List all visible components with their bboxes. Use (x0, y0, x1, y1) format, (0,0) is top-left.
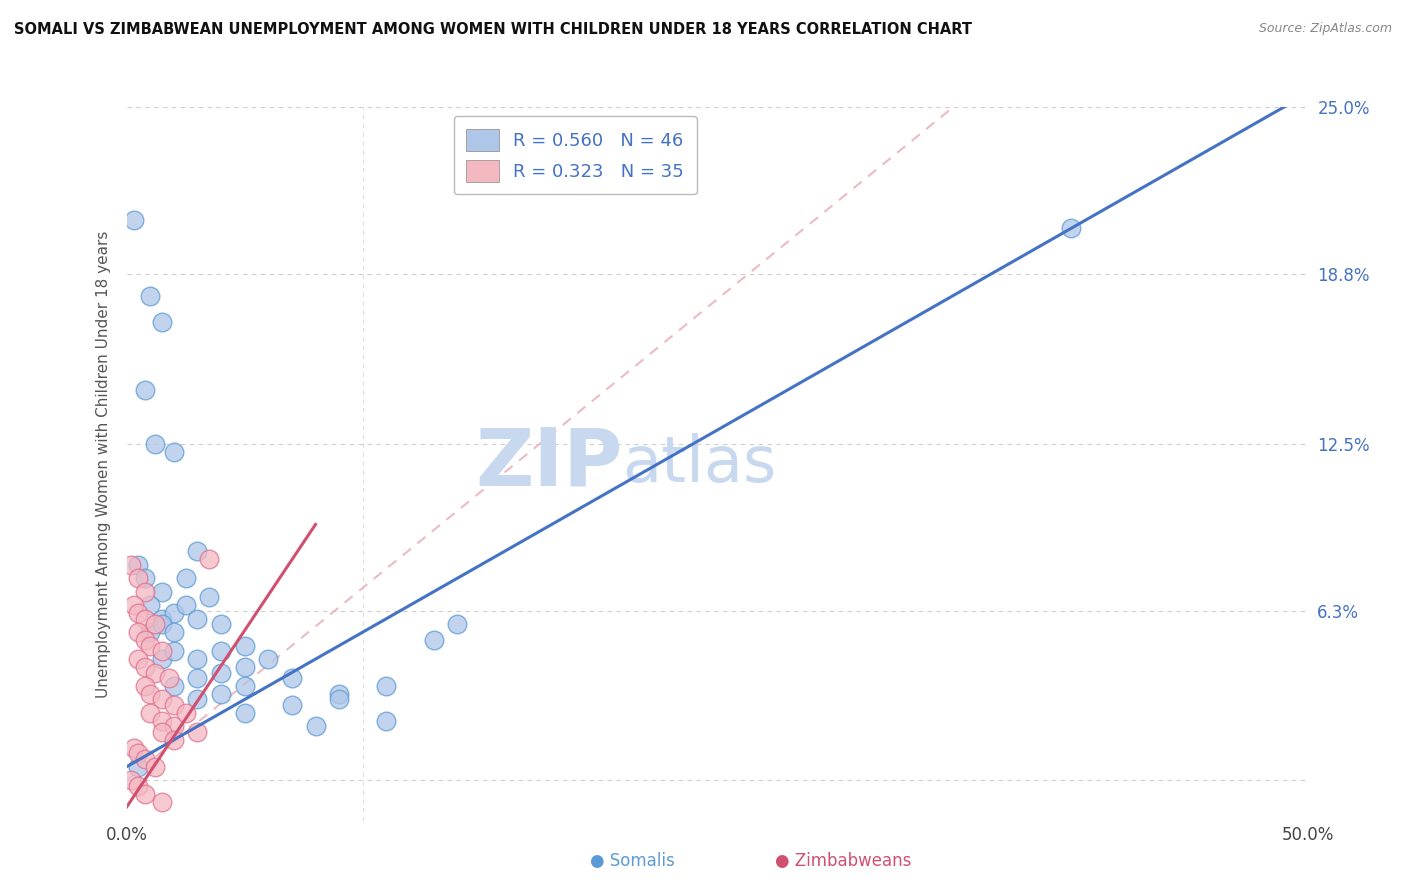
Point (143, 617, 166, 632)
Point (134, 571, 156, 585)
Point (150, 617, 173, 632)
Point (150, 644, 173, 658)
Point (157, 671, 180, 685)
Text: SOMALI VS ZIMBABWEAN UNEMPLOYMENT AMONG WOMEN WITH CHILDREN UNDER 18 YEARS CORRE: SOMALI VS ZIMBABWEAN UNEMPLOYMENT AMONG … (14, 22, 972, 37)
Text: ZIP: ZIP (475, 425, 623, 503)
Text: ● Zimbabweans: ● Zimbabweans (776, 852, 911, 870)
Point (150, 612, 173, 626)
Point (186, 652, 208, 666)
Point (186, 724, 208, 739)
Point (163, 719, 186, 733)
Point (150, 714, 173, 728)
Text: ● Somalis: ● Somalis (591, 852, 675, 870)
Point (198, 552, 221, 566)
Point (328, 692, 350, 706)
Point (233, 706, 256, 720)
Point (139, 639, 162, 653)
Point (186, 544, 208, 558)
Point (257, 652, 280, 666)
Point (209, 687, 232, 701)
Y-axis label: Unemployment Among Women with Children Under 18 years: Unemployment Among Women with Children U… (96, 230, 111, 698)
Point (233, 660, 256, 674)
Point (127, 779, 149, 793)
Point (150, 724, 173, 739)
Point (127, 607, 149, 621)
Point (134, 633, 156, 648)
Point (375, 679, 398, 693)
Point (209, 617, 232, 632)
Point (150, 795, 173, 809)
Point (139, 687, 162, 701)
Point (150, 692, 173, 706)
Point (209, 644, 232, 658)
Point (209, 665, 232, 680)
Point (281, 671, 304, 685)
Point (134, 612, 156, 626)
Point (134, 660, 156, 674)
Point (127, 558, 149, 572)
Point (143, 436, 166, 450)
Point (143, 665, 166, 680)
Point (150, 652, 173, 666)
Point (174, 571, 197, 585)
Point (186, 692, 208, 706)
Point (163, 679, 186, 693)
Point (163, 732, 186, 747)
Text: Source: ZipAtlas.com: Source: ZipAtlas.com (1258, 22, 1392, 36)
Point (139, 288, 162, 302)
Point (139, 625, 162, 640)
Legend: R = 0.560   N = 46, R = 0.323   N = 35: R = 0.560 N = 46, R = 0.323 N = 35 (454, 116, 697, 194)
Point (163, 444, 186, 458)
Point (120, 558, 142, 572)
Point (446, 617, 468, 632)
Point (120, 773, 142, 788)
Point (233, 639, 256, 653)
Point (127, 571, 149, 585)
Point (150, 584, 173, 599)
Point (163, 644, 186, 658)
Point (134, 383, 156, 397)
Point (422, 633, 444, 648)
Point (233, 679, 256, 693)
Point (134, 679, 156, 693)
Point (127, 625, 149, 640)
Text: atlas: atlas (623, 433, 778, 495)
Point (127, 652, 149, 666)
Point (163, 625, 186, 640)
Point (139, 706, 162, 720)
Point (186, 671, 208, 685)
Point (328, 687, 350, 701)
Point (122, 740, 145, 755)
Point (186, 612, 208, 626)
Point (174, 598, 197, 612)
Point (127, 760, 149, 774)
Point (1060, 221, 1083, 235)
Point (122, 598, 145, 612)
Point (281, 698, 304, 712)
Point (143, 760, 166, 774)
Point (127, 747, 149, 761)
Point (304, 719, 326, 733)
Point (122, 213, 145, 227)
Point (139, 598, 162, 612)
Point (163, 698, 186, 712)
Point (134, 752, 156, 766)
Point (134, 584, 156, 599)
Point (150, 316, 173, 330)
Point (163, 607, 186, 621)
Point (174, 706, 197, 720)
Point (198, 590, 221, 604)
Point (134, 787, 156, 801)
Point (375, 714, 398, 728)
